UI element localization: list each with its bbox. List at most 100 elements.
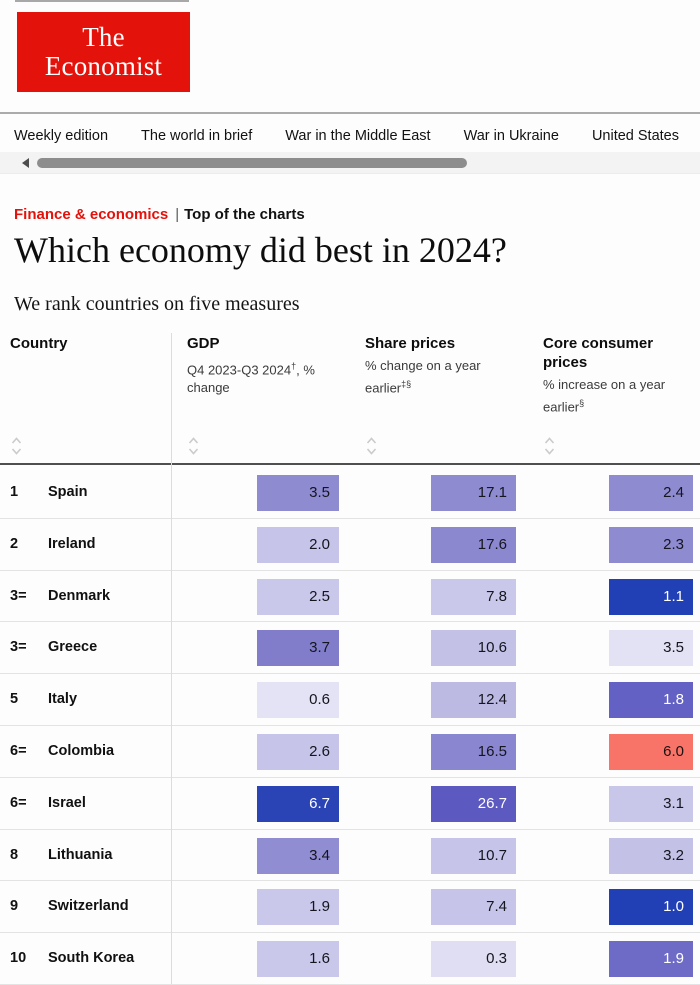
rank-label: 5 xyxy=(10,691,19,708)
share-price-value-cell: 12.4 xyxy=(431,682,516,719)
gdp-value-cell: 1.6 xyxy=(257,941,339,978)
country-name: Greece xyxy=(48,639,98,656)
share-price-value-cell: 7.8 xyxy=(431,578,516,615)
share-price-value-cell: 17.1 xyxy=(431,475,516,511)
rank-label: 6= xyxy=(10,742,27,759)
gdp-value-cell: 3.5 xyxy=(257,475,339,511)
table-row: 3= Greece 3.7 10.6 3.5 xyxy=(0,622,700,675)
nav-item[interactable]: Weekly edition xyxy=(14,128,109,144)
gdp-value-cell: 2.6 xyxy=(257,733,339,770)
economist-logo[interactable]: The Economist xyxy=(17,12,190,92)
column-label: GDP xyxy=(187,335,220,352)
sort-icon-share-prices[interactable] xyxy=(365,435,378,457)
share-price-value-cell: 0.3 xyxy=(431,941,516,978)
table-header: Country GDP Q4 2023-Q3 2024†, % change S… xyxy=(0,332,700,465)
topic-nav: Weekly edition The world in brief War in… xyxy=(14,128,700,144)
rank-label: 9 xyxy=(10,898,19,915)
column-subtitle: Q4 2023-Q3 2024†, % change xyxy=(187,357,315,397)
rank-label: 8 xyxy=(10,846,19,863)
column-header-gdp: GDP Q4 2023-Q3 2024†, % change xyxy=(187,334,315,397)
column-label: Share prices xyxy=(365,335,456,352)
country-name: Colombia xyxy=(48,742,115,759)
country-column-divider xyxy=(171,333,172,984)
core-inflation-value-cell: 1.1 xyxy=(609,578,693,615)
gdp-value-cell: 0.6 xyxy=(257,682,339,719)
top-cutoff-divider xyxy=(15,0,189,2)
gdp-value-cell: 6.7 xyxy=(257,785,339,822)
nav-item[interactable]: War in the Middle East xyxy=(285,128,431,144)
table-row: 3= Denmark 2.5 7.8 1.1 xyxy=(0,571,700,623)
core-inflation-value-cell: 3.5 xyxy=(609,630,693,667)
column-label: Core consumer prices xyxy=(543,335,654,371)
column-header-country: Country xyxy=(10,334,160,353)
gdp-value-cell: 3.7 xyxy=(257,630,339,667)
kicker-label: Top of the charts xyxy=(184,206,305,223)
column-label: Country xyxy=(10,335,68,352)
core-inflation-value-cell: 1.8 xyxy=(609,682,693,719)
rank-label: 10 xyxy=(10,950,27,967)
rank-label: 6= xyxy=(10,794,27,811)
subtitle-text: , % change xyxy=(187,362,315,396)
rank-label: 2 xyxy=(10,535,19,552)
share-price-value-cell: 16.5 xyxy=(431,733,516,770)
subtitle-text: % change on a year earlier xyxy=(365,358,481,396)
core-inflation-value-cell: 2.4 xyxy=(609,475,693,511)
country-name: Italy xyxy=(48,691,78,708)
table-row: 10 South Korea 1.6 0.3 1.9 xyxy=(0,933,700,985)
gdp-value-cell: 2.5 xyxy=(257,578,339,615)
table-row: 1 Spain 3.5 17.1 2.4 xyxy=(0,467,700,519)
core-inflation-value-cell: 1.0 xyxy=(609,889,693,926)
breadcrumb: Finance & economics | Top of the charts xyxy=(14,206,305,223)
country-name: South Korea xyxy=(48,950,135,967)
column-header-core-consumer-prices: Core consumer prices % increase on a yea… xyxy=(543,334,668,416)
core-inflation-value-cell: 3.2 xyxy=(609,837,693,874)
sort-icon-country[interactable] xyxy=(10,435,23,457)
nav-item[interactable]: War in Ukraine xyxy=(463,128,559,144)
gdp-value-cell: 2.0 xyxy=(257,526,339,563)
rank-label: 1 xyxy=(10,484,19,500)
nav-item[interactable]: The world in brief xyxy=(141,128,253,144)
masthead-divider xyxy=(0,112,700,114)
country-name: Ireland xyxy=(48,535,96,552)
table-body: 1 Spain 3.5 17.1 2.4 2 Ireland 2.0 17.6 … xyxy=(0,467,700,985)
nav-scrollbar-track[interactable] xyxy=(0,152,700,174)
share-price-value-cell: 26.7 xyxy=(431,785,516,822)
nav-scrollbar-thumb[interactable] xyxy=(37,158,467,168)
column-header-share-prices: Share prices % change on a year earlier‡… xyxy=(365,334,490,397)
subtitle-text: % increase on a year earlier xyxy=(543,377,666,415)
table-row: 2 Ireland 2.0 17.6 2.3 xyxy=(0,519,700,571)
share-price-value-cell: 10.6 xyxy=(431,630,516,667)
sort-icon-gdp[interactable] xyxy=(187,435,200,457)
gdp-value-cell: 1.9 xyxy=(257,889,339,926)
subtitle-text: Q4 2023-Q3 2024 xyxy=(187,362,292,378)
gdp-value-cell: 3.4 xyxy=(257,837,339,874)
sort-icon-core-consumer-prices[interactable] xyxy=(543,435,556,457)
rank-label: 3= xyxy=(10,587,27,604)
page-title: Which economy did best in 2024? xyxy=(14,230,507,270)
country-name: Israel xyxy=(48,794,86,811)
section-link[interactable]: Finance & economics xyxy=(14,206,169,223)
table-row: 6= Colombia 2.6 16.5 6.0 xyxy=(0,726,700,778)
core-inflation-value-cell: 1.9 xyxy=(609,941,693,978)
column-subtitle: % change on a year earlier‡§ xyxy=(365,357,490,397)
share-price-value-cell: 17.6 xyxy=(431,526,516,563)
share-price-value-cell: 10.7 xyxy=(431,837,516,874)
footnote-marker: † xyxy=(291,361,297,371)
core-inflation-value-cell: 2.3 xyxy=(609,526,693,563)
logo-line-2: Economist xyxy=(44,51,163,81)
share-price-value-cell: 7.4 xyxy=(431,889,516,926)
logo-line-1: The xyxy=(82,22,125,52)
table-row: 9 Switzerland 1.9 7.4 1.0 xyxy=(0,881,700,934)
kicker-separator: | xyxy=(175,206,180,223)
nav-item[interactable]: United States xyxy=(591,128,679,144)
footnote-marker: ‡§ xyxy=(401,379,412,389)
country-name: Switzerland xyxy=(48,898,129,915)
table-row: 5 Italy 0.6 12.4 1.8 xyxy=(0,674,700,726)
country-name: Denmark xyxy=(48,587,111,604)
core-inflation-value-cell: 6.0 xyxy=(609,733,693,770)
scroll-left-arrow-icon[interactable] xyxy=(22,158,29,168)
table-row: 6= Israel 6.7 26.7 3.1 xyxy=(0,778,700,830)
country-name: Lithuania xyxy=(48,846,113,863)
column-subtitle: % increase on a year earlier§ xyxy=(543,376,668,416)
